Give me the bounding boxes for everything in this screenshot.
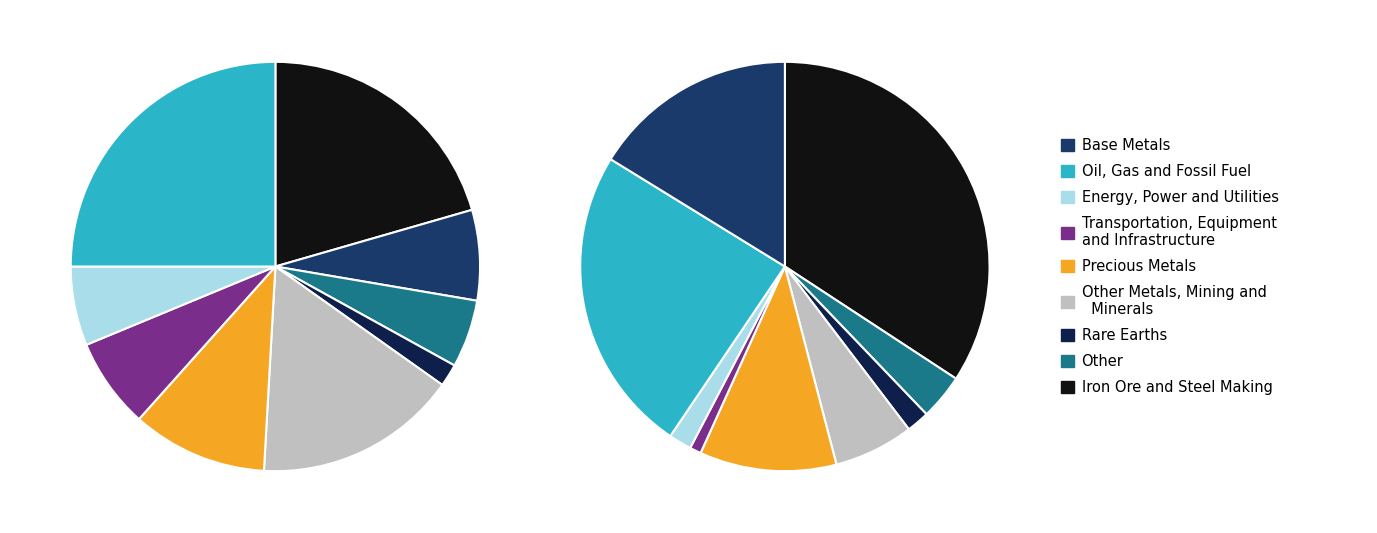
Wedge shape bbox=[785, 266, 927, 429]
Wedge shape bbox=[785, 62, 990, 379]
Wedge shape bbox=[275, 266, 478, 366]
Wedge shape bbox=[785, 266, 909, 465]
Legend: Base Metals, Oil, Gas and Fossil Fuel, Energy, Power and Utilities, Transportati: Base Metals, Oil, Gas and Fossil Fuel, E… bbox=[1053, 131, 1286, 402]
Wedge shape bbox=[671, 266, 785, 448]
Wedge shape bbox=[785, 266, 956, 414]
Wedge shape bbox=[275, 62, 472, 266]
Wedge shape bbox=[70, 62, 275, 266]
Wedge shape bbox=[87, 266, 275, 419]
Wedge shape bbox=[70, 266, 275, 345]
Wedge shape bbox=[139, 266, 275, 471]
Wedge shape bbox=[275, 210, 481, 301]
Wedge shape bbox=[580, 159, 785, 436]
Wedge shape bbox=[690, 266, 785, 453]
Wedge shape bbox=[610, 62, 785, 266]
Wedge shape bbox=[264, 266, 442, 471]
Wedge shape bbox=[275, 266, 454, 385]
Wedge shape bbox=[701, 266, 836, 471]
